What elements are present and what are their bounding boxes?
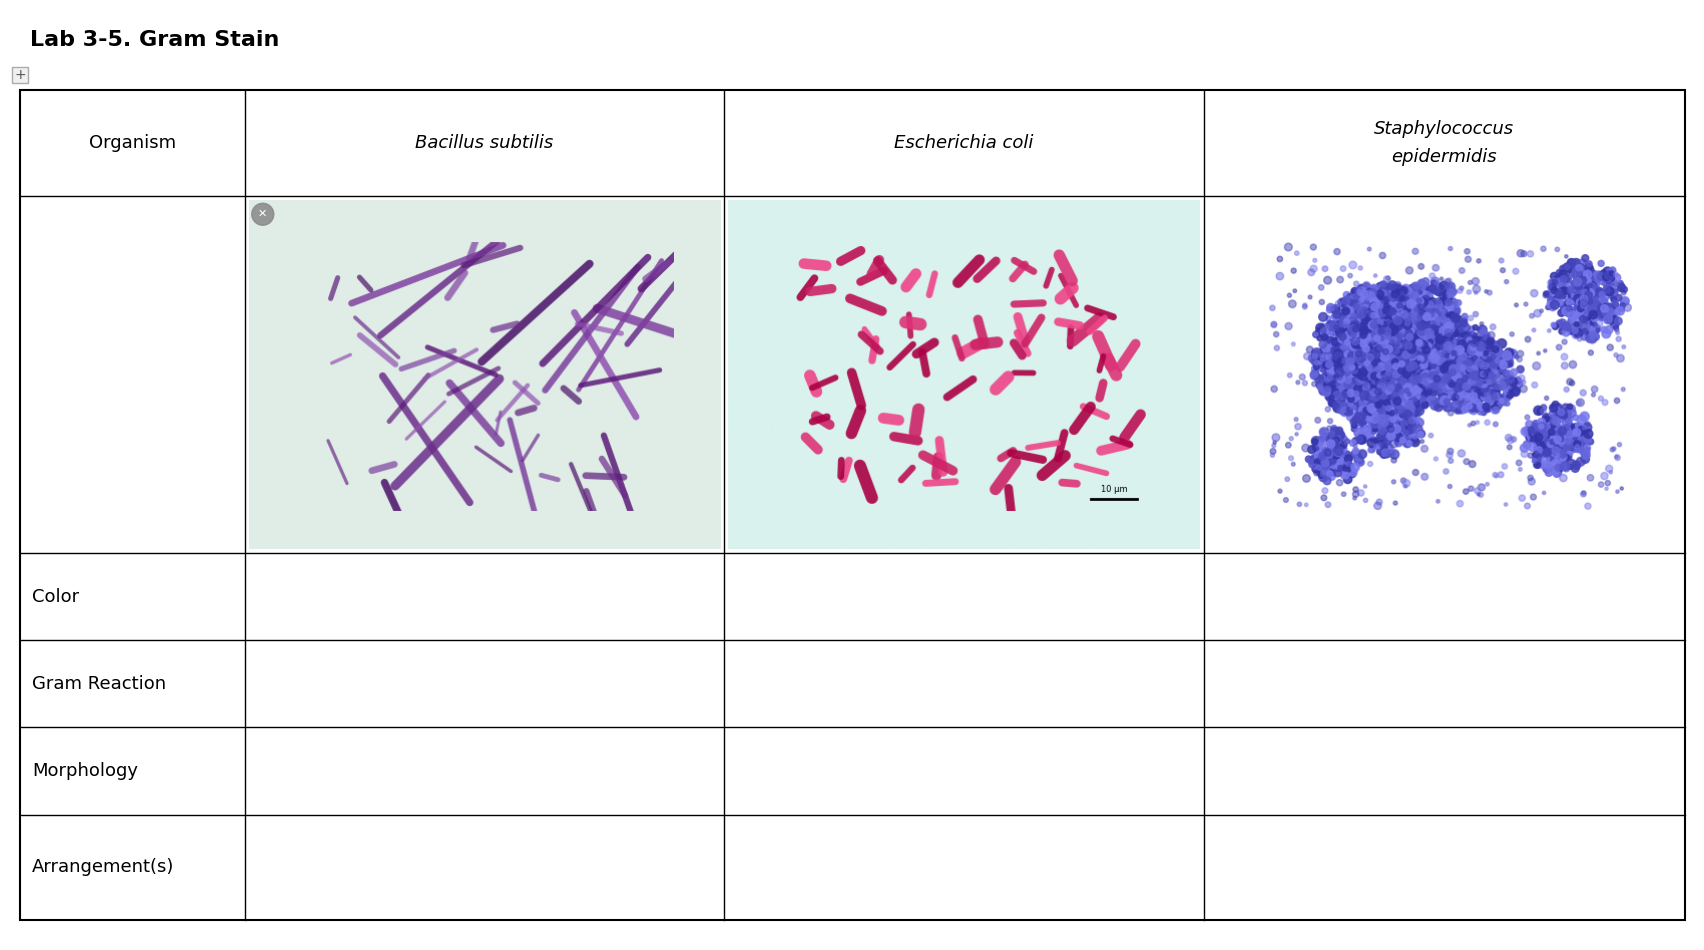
FancyBboxPatch shape bbox=[12, 67, 27, 83]
Text: Bacillus subtilis: Bacillus subtilis bbox=[416, 134, 554, 152]
Text: epidermidis: epidermidis bbox=[1392, 148, 1498, 166]
Bar bbox=[20, 90, 1685, 920]
Text: Arrangement(s): Arrangement(s) bbox=[32, 858, 174, 876]
Text: Color: Color bbox=[32, 588, 78, 606]
Text: Organism: Organism bbox=[89, 134, 176, 152]
Text: Lab 3-5. Gram Stain: Lab 3-5. Gram Stain bbox=[31, 30, 279, 50]
Circle shape bbox=[252, 203, 274, 225]
Text: ✕: ✕ bbox=[257, 209, 268, 219]
Text: Gram Reaction: Gram Reaction bbox=[32, 674, 165, 693]
Text: Morphology: Morphology bbox=[32, 762, 138, 780]
Text: Staphylococcus: Staphylococcus bbox=[1375, 120, 1515, 138]
Text: +: + bbox=[14, 68, 26, 82]
Text: Escherichia coli: Escherichia coli bbox=[895, 134, 1034, 152]
